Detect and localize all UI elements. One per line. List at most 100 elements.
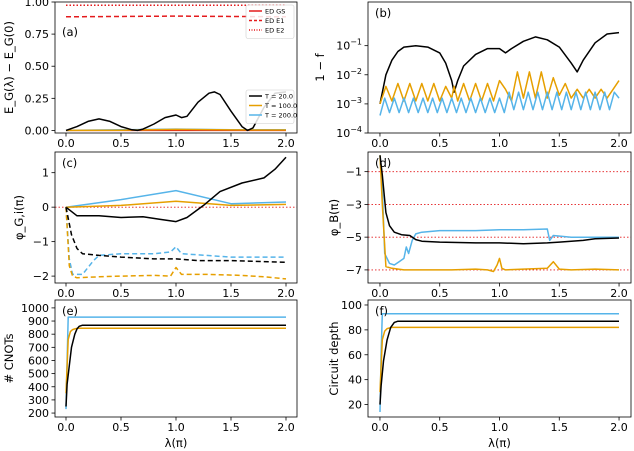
series-line: [379, 155, 620, 245]
panel-label: (b): [375, 6, 391, 20]
panel-c: 0.0 0.5 1.0 1.5 2.0 −2 −1 0 1 φ_G,i(π) (c): [12, 151, 298, 300]
x-tick-label: 1.5: [222, 137, 240, 150]
y-tick-label: 800: [28, 328, 49, 341]
x-tick-label: 0.0: [371, 287, 389, 300]
plot-area: [379, 312, 619, 413]
x-tick-label: 2.0: [277, 137, 295, 150]
series-line: [379, 312, 619, 413]
panel-b: 0.0 0.5 1.0 1.5 2.0 10−4 10−3 10−2 10−1 1 − f (b): [313, 1, 632, 150]
series-line: [65, 207, 286, 276]
x-tick-label: 1.5: [222, 421, 240, 434]
y-tick-label: 10−3: [336, 96, 362, 111]
y-tick-label: −2: [33, 270, 49, 283]
plot-area: [379, 155, 620, 273]
x-tick-label: 2.0: [610, 137, 628, 150]
legend-box: [245, 4, 295, 39]
x-tick-label: 2.0: [277, 421, 295, 434]
x-tick-label: 0.0: [57, 421, 75, 434]
x-tick-label: 0.5: [112, 421, 130, 434]
y-tick-label: 20: [348, 399, 362, 412]
x-axis-label: λ(π): [488, 436, 511, 450]
axes-frame: [367, 1, 632, 134]
y-tick-label: 700: [28, 341, 49, 354]
legend: T = 20.0 T = 100.0T = 200.0: [245, 89, 297, 124]
legend-label: T = 20.0: [264, 92, 293, 100]
y-tick-label: 0.25: [25, 92, 50, 105]
x-tick-label: 0.5: [112, 287, 130, 300]
y-tick-label: −1: [33, 236, 49, 249]
y-tick-label: 200: [28, 407, 49, 420]
y-axis-label: φ_G,i(π): [12, 195, 26, 240]
legend-label: T = 200.0: [264, 111, 297, 119]
x-tick-label: 1.5: [551, 137, 569, 150]
panel-d: 0.0 0.5 1.0 1.5 2.0 −7 −5 −3 −1 φ_B(π) (d): [327, 151, 632, 300]
x-tick-label: 0.5: [431, 287, 449, 300]
x-tick-label: 0.5: [431, 421, 449, 434]
y-tick-label: 10−2: [336, 67, 362, 82]
y-tick-label: −3: [346, 198, 362, 211]
x-tick-label: 1.0: [167, 287, 185, 300]
y-tick-label: 80: [348, 324, 362, 337]
x-tick-label: 2.0: [610, 287, 628, 300]
x-tick-label: 0.5: [112, 137, 130, 150]
y-tick-label: 100: [341, 299, 362, 312]
series-line: [65, 207, 287, 280]
y-tick-label: 900: [28, 315, 49, 328]
y-axis-label: 1 − f: [313, 52, 327, 81]
y-tick-label: 0.50: [25, 60, 50, 73]
series-line: [65, 91, 287, 132]
series-line: [379, 155, 619, 266]
series-line: [65, 324, 286, 407]
x-tick-label: 2.0: [277, 287, 295, 300]
x-tick-label: 1.0: [167, 421, 185, 434]
panel-label: (c): [62, 156, 77, 170]
panel-a: 0.0 0.5 1.0 1.5 2.0 0.00 0.25 0.50 0.75 1.00 E_G(λ…: [2, 0, 298, 150]
series-line: [65, 207, 287, 264]
y-tick-label: 600: [28, 354, 49, 367]
x-tick-label: 2.0: [610, 421, 628, 434]
plot-area: [65, 316, 286, 410]
y-tick-label: 0.75: [25, 28, 50, 41]
x-tick-label: 0.0: [371, 137, 389, 150]
legend-label: ED E2: [265, 26, 284, 34]
series-line: [65, 200, 287, 208]
panel-e: 0.0 0.5 1.0 1.5 2.0 2003004005006007008009001…: [2, 299, 298, 450]
y-tick-label: 400: [28, 381, 49, 394]
x-tick-label: 1.0: [491, 421, 509, 434]
x-tick-label: 1.0: [491, 137, 509, 150]
plot-area: [379, 31, 620, 116]
x-tick-label: 0.0: [371, 421, 389, 434]
y-axis-label: # CNOTs: [2, 333, 16, 383]
y-tick-label: 60: [348, 349, 362, 362]
series-line: [65, 327, 286, 394]
x-tick-label: 1.5: [551, 421, 569, 434]
series-line: [65, 316, 286, 410]
y-tick-label: 0: [42, 201, 49, 214]
series-line: [65, 15, 287, 18]
y-axis-label: φ_B(π): [327, 199, 341, 236]
x-axis-label: λ(π): [165, 436, 188, 450]
x-tick-label: 1.0: [167, 137, 185, 150]
y-tick-label: 10−1: [336, 38, 362, 53]
x-tick-label: 1.5: [222, 287, 240, 300]
y-tick-label: −7: [346, 264, 362, 277]
series-line: [379, 320, 619, 405]
x-tick-label: 0.0: [57, 137, 75, 150]
y-tick-label: 1000: [21, 302, 49, 315]
series-line: [379, 91, 620, 116]
panel-label: (f): [375, 304, 388, 318]
y-tick-label: 300: [28, 394, 49, 407]
panel-label: (d): [375, 156, 391, 170]
y-tick-label: 0.00: [25, 124, 50, 137]
axes-frame: [367, 299, 632, 418]
legend-label: ED GS: [265, 7, 285, 15]
series-line: [379, 326, 619, 393]
y-tick-label: −1: [346, 166, 362, 179]
series-line: [379, 71, 620, 105]
y-tick-label: 500: [28, 368, 49, 381]
y-tick-label: 40: [348, 374, 362, 387]
plot-area: [65, 156, 287, 280]
y-tick-label: 1.00: [25, 0, 50, 9]
